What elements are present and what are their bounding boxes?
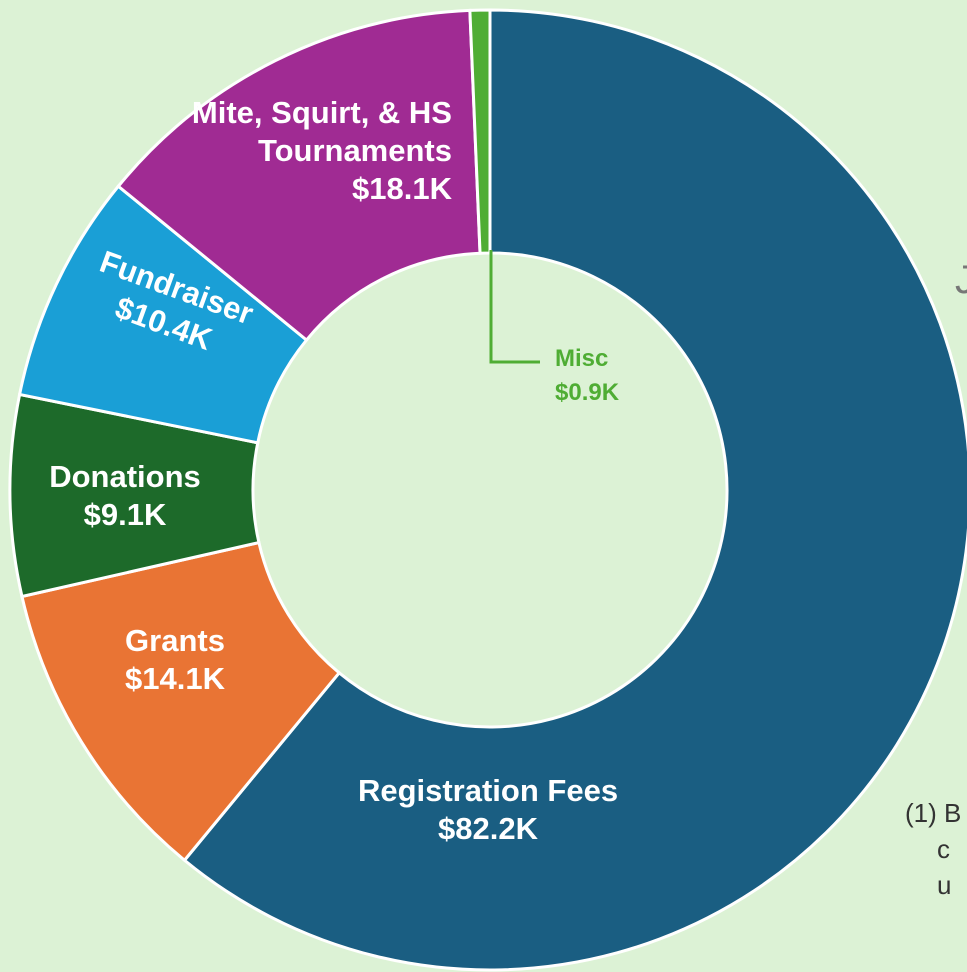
value-label: $18.1K	[352, 171, 452, 206]
category-label: Donations	[49, 459, 201, 494]
annotation: c	[937, 834, 950, 864]
slice-label: Misc $0.9K	[555, 342, 675, 410]
donut-slice	[116, 8, 482, 343]
category-label: Grants	[125, 623, 225, 658]
annotation: J	[955, 258, 967, 302]
slice-label: Donations $9.1K	[20, 458, 230, 534]
donut-slice	[20, 540, 342, 863]
value-label: $14.1K	[125, 661, 225, 696]
value-label: $82.2K	[438, 811, 538, 846]
value-label: $0.9K	[555, 379, 620, 406]
value-label: $9.1K	[83, 497, 167, 532]
annotation: u	[937, 870, 952, 900]
annotation: (1) B	[905, 798, 962, 828]
leader-line	[489, 250, 540, 364]
category-label: Mite, Squirt, & HS Tournaments	[191, 95, 452, 168]
slice-label: Mite, Squirt, & HS Tournaments $18.1K	[160, 94, 452, 208]
category-label: Misc	[555, 345, 609, 372]
slice-label: Registration Fees $82.2K	[338, 772, 638, 848]
slice-label: Grants $14.1K	[60, 622, 290, 698]
donut-slice	[182, 8, 967, 972]
category-label: Registration Fees	[357, 773, 619, 808]
